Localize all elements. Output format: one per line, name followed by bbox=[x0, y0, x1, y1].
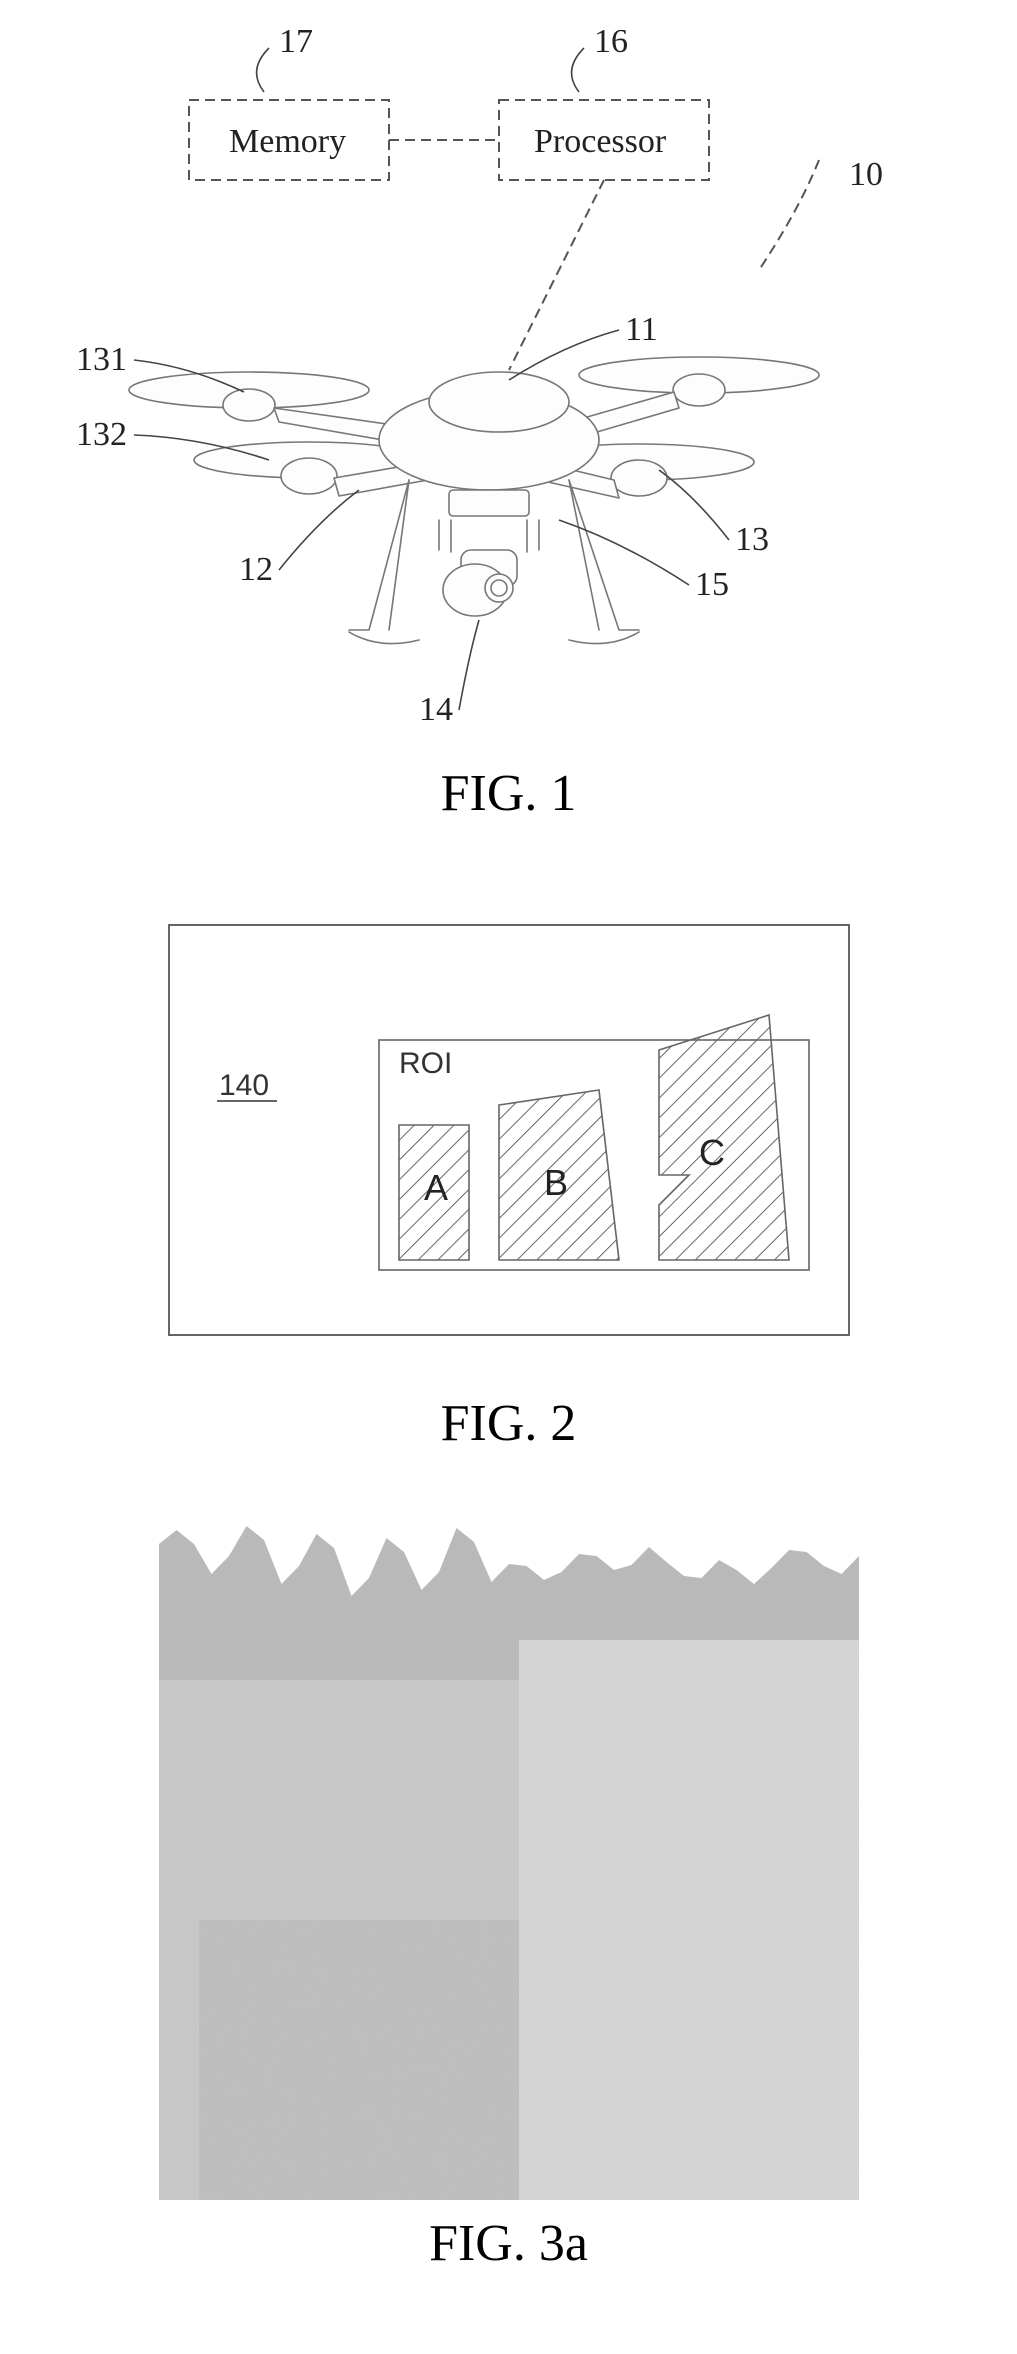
depth-region bbox=[519, 1640, 859, 2200]
leader-12 bbox=[279, 490, 359, 570]
fig2-caption: FIG. 2 bbox=[129, 1394, 889, 1453]
depth-region bbox=[199, 1920, 519, 2200]
fig3a-caption: FIG. 3a bbox=[159, 2214, 859, 2273]
leader-17 bbox=[256, 48, 268, 92]
object-b-label: B bbox=[544, 1162, 568, 1203]
depth-map bbox=[159, 1520, 859, 2200]
fig1-caption: FIG. 1 bbox=[79, 764, 939, 823]
label-12: 12 bbox=[239, 551, 273, 588]
label-14: 14 bbox=[419, 691, 453, 728]
label-11: 11 bbox=[625, 311, 658, 348]
label-16: 16 bbox=[594, 30, 628, 60]
label-140: 140 bbox=[219, 1069, 269, 1102]
fig1-svg: 10 17 Memory 16 Processor bbox=[79, 30, 939, 750]
roi-label: ROI bbox=[399, 1047, 452, 1080]
figure-2: 140 ROI A B C FIG. 2 bbox=[129, 880, 889, 1453]
label-17: 17 bbox=[279, 30, 313, 60]
figure-1: 10 17 Memory 16 Processor bbox=[79, 30, 939, 823]
leader-system-ref bbox=[759, 160, 819, 270]
label-13: 13 bbox=[735, 521, 769, 558]
label-131: 131 bbox=[79, 341, 127, 378]
leader-13 bbox=[659, 470, 729, 540]
leader-14 bbox=[459, 620, 479, 710]
memory-block: 17 Memory bbox=[189, 30, 389, 180]
label-132: 132 bbox=[79, 416, 127, 453]
label-10: 10 bbox=[849, 156, 883, 193]
fig2-svg: 140 ROI A B C bbox=[129, 880, 889, 1380]
figure-3a: FIG. 3a bbox=[159, 1520, 859, 2273]
processor-block: 16 Processor bbox=[499, 30, 709, 180]
object-a-label: A bbox=[424, 1167, 448, 1208]
fig3a-svg bbox=[159, 1520, 859, 2200]
object-c-label: C bbox=[699, 1132, 725, 1173]
memory-box-text: Memory bbox=[229, 123, 346, 160]
label-15: 15 bbox=[695, 566, 729, 603]
processor-box-text: Processor bbox=[534, 123, 667, 160]
proc-drone-link bbox=[509, 180, 604, 370]
leader-16 bbox=[571, 48, 583, 92]
